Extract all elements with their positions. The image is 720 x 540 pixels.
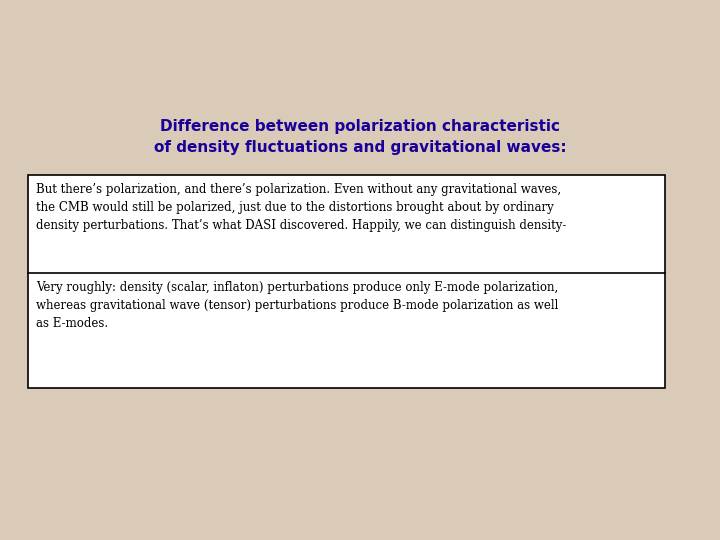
Text: Very roughly: density (scalar, inflaton) perturbations produce only E-mode polar: Very roughly: density (scalar, inflaton)… (36, 281, 559, 330)
Text: Difference between polarization characteristic
of density fluctuations and gravi: Difference between polarization characte… (153, 119, 567, 155)
Text: But there’s polarization, and there’s polarization. Even without any gravitation: But there’s polarization, and there’s po… (36, 183, 567, 232)
Bar (28, 175, 665, 388)
